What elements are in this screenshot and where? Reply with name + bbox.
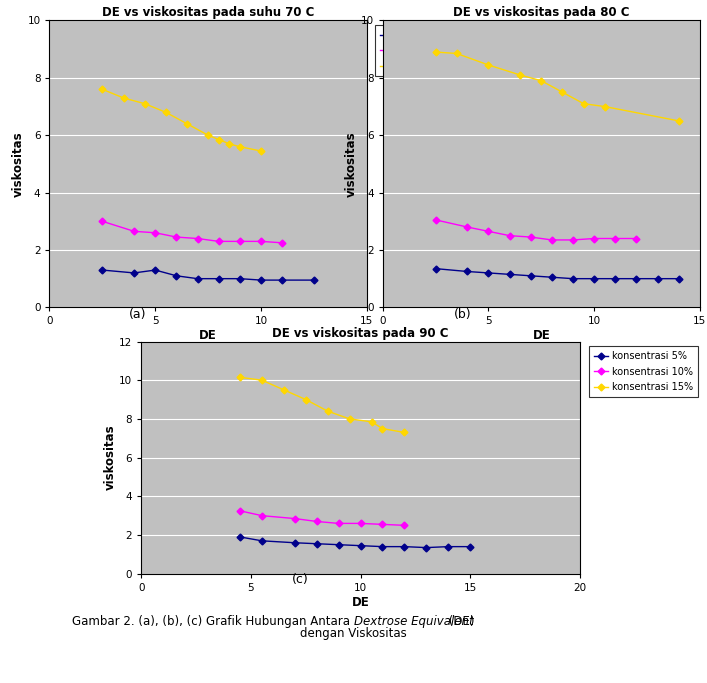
- Text: (c): (c): [292, 572, 309, 585]
- Legend: konsentrasi 5%, konsentrasi 10%, konsentrasi 15%: konsentrasi 5%, konsentrasi 10%, konsent…: [589, 346, 699, 397]
- Y-axis label: viskositas: viskositas: [103, 425, 117, 490]
- X-axis label: DE: DE: [351, 596, 370, 609]
- Text: Gambar 2. (a), (b), (c) Grafik Hubungan Antara: Gambar 2. (a), (b), (c) Grafik Hubungan …: [71, 615, 354, 628]
- Text: (b): (b): [455, 307, 472, 320]
- Title: DE vs viskositas pada 80 C: DE vs viskositas pada 80 C: [453, 6, 629, 19]
- X-axis label: DE: DE: [532, 329, 550, 342]
- Text: Dextrose Equivalent: Dextrose Equivalent: [354, 615, 473, 628]
- Legend: konsentrasi 5%, konsentrasi 10%, konsentrasi 15%: konsentrasi 5%, konsentrasi 10%, konsent…: [375, 25, 484, 76]
- X-axis label: DE: DE: [199, 329, 217, 342]
- Y-axis label: viskositas: viskositas: [11, 131, 25, 197]
- Title: DE vs viskositas pada suhu 70 C: DE vs viskositas pada suhu 70 C: [102, 6, 315, 19]
- Text: (DE): (DE): [445, 615, 474, 628]
- Text: dengan Viskositas: dengan Viskositas: [300, 626, 407, 640]
- Title: DE vs viskositas pada 90 C: DE vs viskositas pada 90 C: [272, 327, 449, 340]
- Y-axis label: viskositas: viskositas: [345, 131, 358, 197]
- Text: (a): (a): [129, 307, 146, 320]
